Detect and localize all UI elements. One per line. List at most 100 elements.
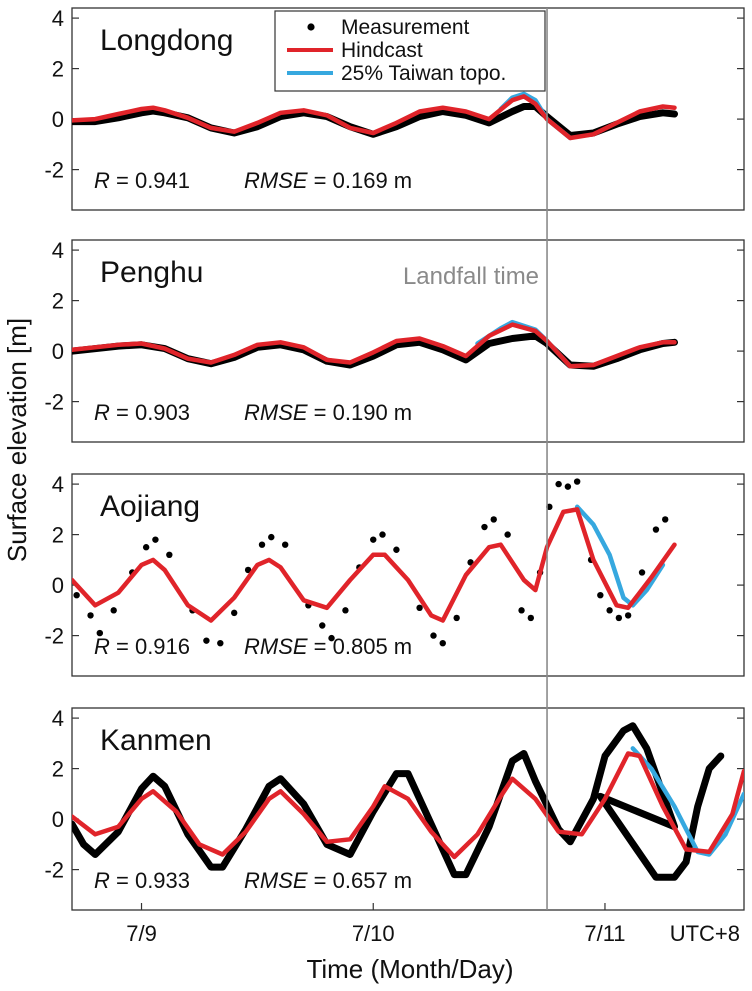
hindcast-series [72, 507, 677, 623]
landfall-label: Landfall time [403, 263, 539, 290]
measurement-point [504, 531, 511, 538]
measurement-point [662, 516, 669, 523]
r-label: R [94, 168, 110, 193]
panel-aojiang: 4 2 0 -2 Aojiang R = 0.916 RMSE = 0.805 m [44, 472, 745, 677]
panel-penghu: 4 2 0 -2 Penghu R = 0.903 RMSE = 0.190 m [44, 238, 745, 443]
measurement-point [110, 607, 117, 614]
y-tick-label: 4 [52, 706, 64, 731]
rmse-value: = 0.169 m [308, 168, 413, 193]
x-tick-label: 7/11 [584, 921, 625, 946]
plot-area [72, 478, 677, 647]
measurement-point [453, 614, 460, 622]
measurement-point [624, 612, 632, 619]
x-axis-title: Time (Month/Day) [306, 954, 513, 984]
y-tick-label: 4 [52, 238, 64, 263]
measurement-point [87, 612, 94, 619]
y-tick-label: 2 [52, 57, 64, 82]
plot-area [72, 319, 678, 370]
rmse-label: RMSE [244, 634, 308, 659]
station-name: Kanmen [100, 724, 212, 757]
y-tick-label: 2 [52, 289, 64, 314]
y-tick-label: -2 [44, 158, 64, 183]
r-label: R [94, 868, 110, 893]
y-tick-label: 0 [52, 573, 64, 598]
measurement-series [72, 103, 678, 139]
measurement-point [166, 551, 173, 558]
y-tick-label: 4 [52, 6, 64, 31]
panel-frame [71, 473, 745, 677]
legend-label: Measurement [341, 16, 470, 39]
y-tick-label: 4 [52, 472, 64, 497]
measurement-point [615, 614, 623, 622]
y-tick-label: 0 [52, 339, 64, 364]
y-tick-label: -2 [44, 858, 64, 883]
r-value: = 0.916 [110, 634, 190, 659]
stats-text: R = 0.916 RMSE = 0.805 m [94, 634, 412, 659]
legend-label: Hindcast [341, 39, 423, 62]
r-label: R [94, 634, 110, 659]
measurement-point [231, 609, 238, 617]
x-ticks-group: 7/9 7/10 7/11 UTC+8 [126, 903, 740, 946]
plot-area [72, 91, 678, 141]
measurement-point [379, 531, 386, 538]
plot-area [72, 722, 744, 881]
x-tick-label: 7/10 [352, 921, 395, 946]
measurement-point [203, 637, 210, 644]
hindcast-series [72, 94, 677, 141]
measurement-point [439, 639, 446, 647]
station-name: Penghu [100, 256, 203, 289]
legend-label: 25% Taiwan topo. [341, 62, 506, 85]
measurement-point [393, 546, 400, 553]
hindcast-series [72, 322, 677, 369]
landfall-group: Landfall time [403, 8, 548, 910]
measurement-point [518, 607, 525, 614]
measurement-point [467, 559, 474, 566]
rmse-label: RMSE [244, 868, 308, 893]
stats-text: R = 0.933 RMSE = 0.657 m [94, 868, 412, 893]
panels-group: 4 2 0 -2 Longdong R = 0.941 RMSE = 0.169 m 4 2 0 -… [44, 6, 745, 911]
measurement-point [319, 622, 326, 629]
stats-text: R = 0.941 RMSE = 0.169 m [94, 168, 412, 193]
rmse-label: RMSE [244, 400, 308, 425]
measurement-point [416, 604, 423, 612]
station-name: Longdong [100, 24, 233, 57]
measurement-point [73, 592, 80, 599]
measurement-point [281, 541, 289, 548]
x-tick-label: 7/9 [126, 921, 157, 946]
measurement-point [573, 478, 581, 485]
measurement-point [564, 483, 572, 490]
rmse-value: = 0.657 m [308, 868, 413, 893]
rmse-value: = 0.190 m [308, 400, 413, 425]
measurement-point [370, 536, 377, 543]
measurement-point [328, 634, 335, 642]
hindcast-series [72, 751, 744, 860]
measurement-point [142, 544, 150, 551]
measurement-point [490, 516, 497, 523]
rmse-label: RMSE [244, 168, 308, 193]
x-tick-label-timezone: UTC+8 [670, 921, 740, 946]
measurement-point [606, 607, 613, 614]
panel-kanmen: 4 2 0 -2 Kanmen R = 0.933 RMSE = 0.657 m [44, 706, 745, 911]
rmse-value: = 0.805 m [308, 634, 413, 659]
measurement-point [652, 526, 660, 533]
measurement-point [597, 592, 604, 599]
y-axis-title: Surface elevation [m] [2, 318, 32, 562]
r-label: R [94, 400, 110, 425]
stats-text: R = 0.903 RMSE = 0.190 m [94, 400, 412, 425]
r-value: = 0.903 [110, 400, 190, 425]
r-value: = 0.941 [110, 168, 190, 193]
measurement-point [217, 639, 224, 647]
y-tick-label: 2 [52, 523, 64, 548]
measurement-point [152, 536, 159, 543]
legend-box [274, 10, 546, 92]
measurement-point [96, 629, 104, 637]
measurement-point [555, 480, 562, 488]
y-tick-label: -2 [44, 390, 64, 415]
y-tick-label: 0 [52, 107, 64, 132]
legend-marker-measurement [307, 23, 315, 31]
measurement-point [481, 523, 488, 531]
y-tick-label: 0 [52, 807, 64, 832]
measurement-series [73, 478, 669, 647]
